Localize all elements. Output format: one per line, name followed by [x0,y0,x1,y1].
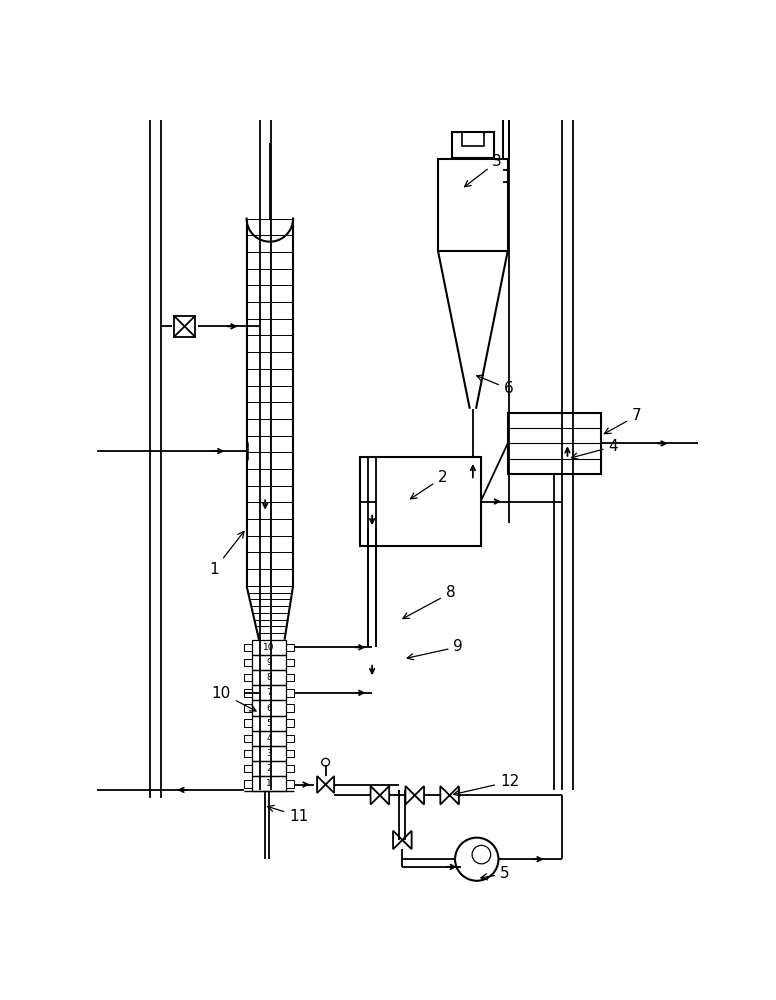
Text: 10: 10 [263,643,275,652]
Bar [286,644,294,651]
Text: 5: 5 [481,866,510,881]
Text: 2: 2 [266,764,272,773]
Bar [252,761,286,776]
Text: 11: 11 [268,805,308,824]
Bar [244,644,252,651]
Text: 6: 6 [266,704,272,713]
Text: 6: 6 [476,375,514,396]
Bar [286,704,294,712]
Text: 4: 4 [266,734,272,743]
Bar [244,719,252,727]
Bar [452,132,494,158]
Bar [252,700,286,716]
Bar [252,731,286,746]
Text: 1: 1 [210,531,244,577]
Bar [244,659,252,666]
Bar [286,689,294,697]
Bar [244,674,252,681]
Bar [252,670,286,685]
Text: 10: 10 [212,686,256,711]
Bar [244,765,252,772]
Text: 7: 7 [605,408,642,434]
Bar [244,735,252,742]
Bar [286,719,294,727]
Text: 12: 12 [454,774,519,796]
Bar [252,746,286,761]
Bar [286,659,294,666]
Text: 3: 3 [465,154,502,187]
Text: 7: 7 [266,688,272,697]
Bar [252,716,286,731]
Text: 2: 2 [411,470,448,499]
Text: 9: 9 [266,658,272,667]
Text: 8: 8 [266,673,272,682]
Bar [252,655,286,670]
Bar [508,413,601,474]
Bar [252,685,286,700]
Bar [252,776,286,791]
Bar [244,780,252,788]
Bar [252,640,286,655]
Bar [286,674,294,681]
Text: 8: 8 [403,585,456,619]
Text: 1: 1 [266,779,272,788]
Bar [286,765,294,772]
Text: 3: 3 [266,749,272,758]
Bar [174,316,196,337]
Bar [244,750,252,757]
Bar [438,158,508,251]
Bar [286,735,294,742]
Text: 9: 9 [407,639,463,660]
Bar [361,457,480,546]
Bar [286,750,294,757]
Bar [244,704,252,712]
Bar [286,780,294,788]
Text: 4: 4 [571,439,618,459]
Bar [244,689,252,697]
Bar [462,132,483,146]
Text: 5: 5 [266,719,272,728]
